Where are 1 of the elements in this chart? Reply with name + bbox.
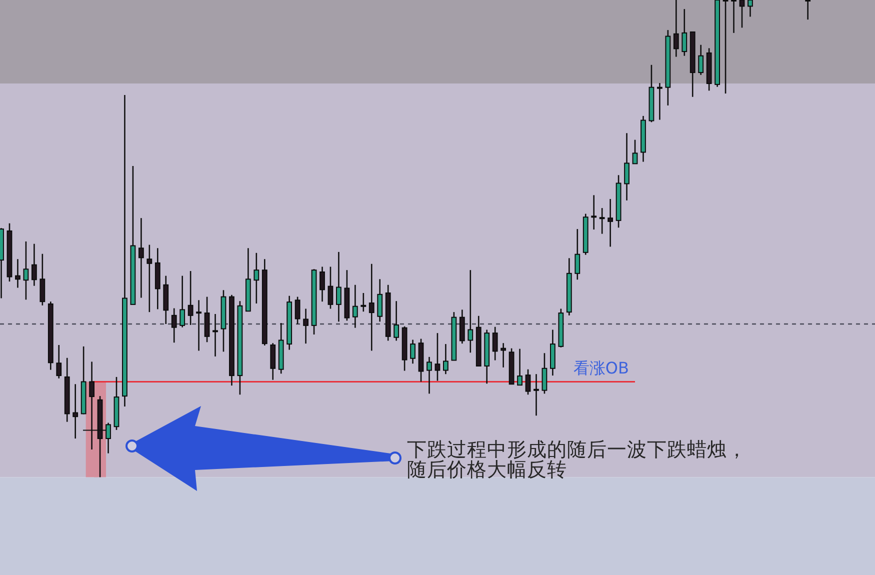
annotation: 下跌过程中形成的随后一波下跌蜡烛，随后价格大幅反转 xyxy=(407,440,748,480)
